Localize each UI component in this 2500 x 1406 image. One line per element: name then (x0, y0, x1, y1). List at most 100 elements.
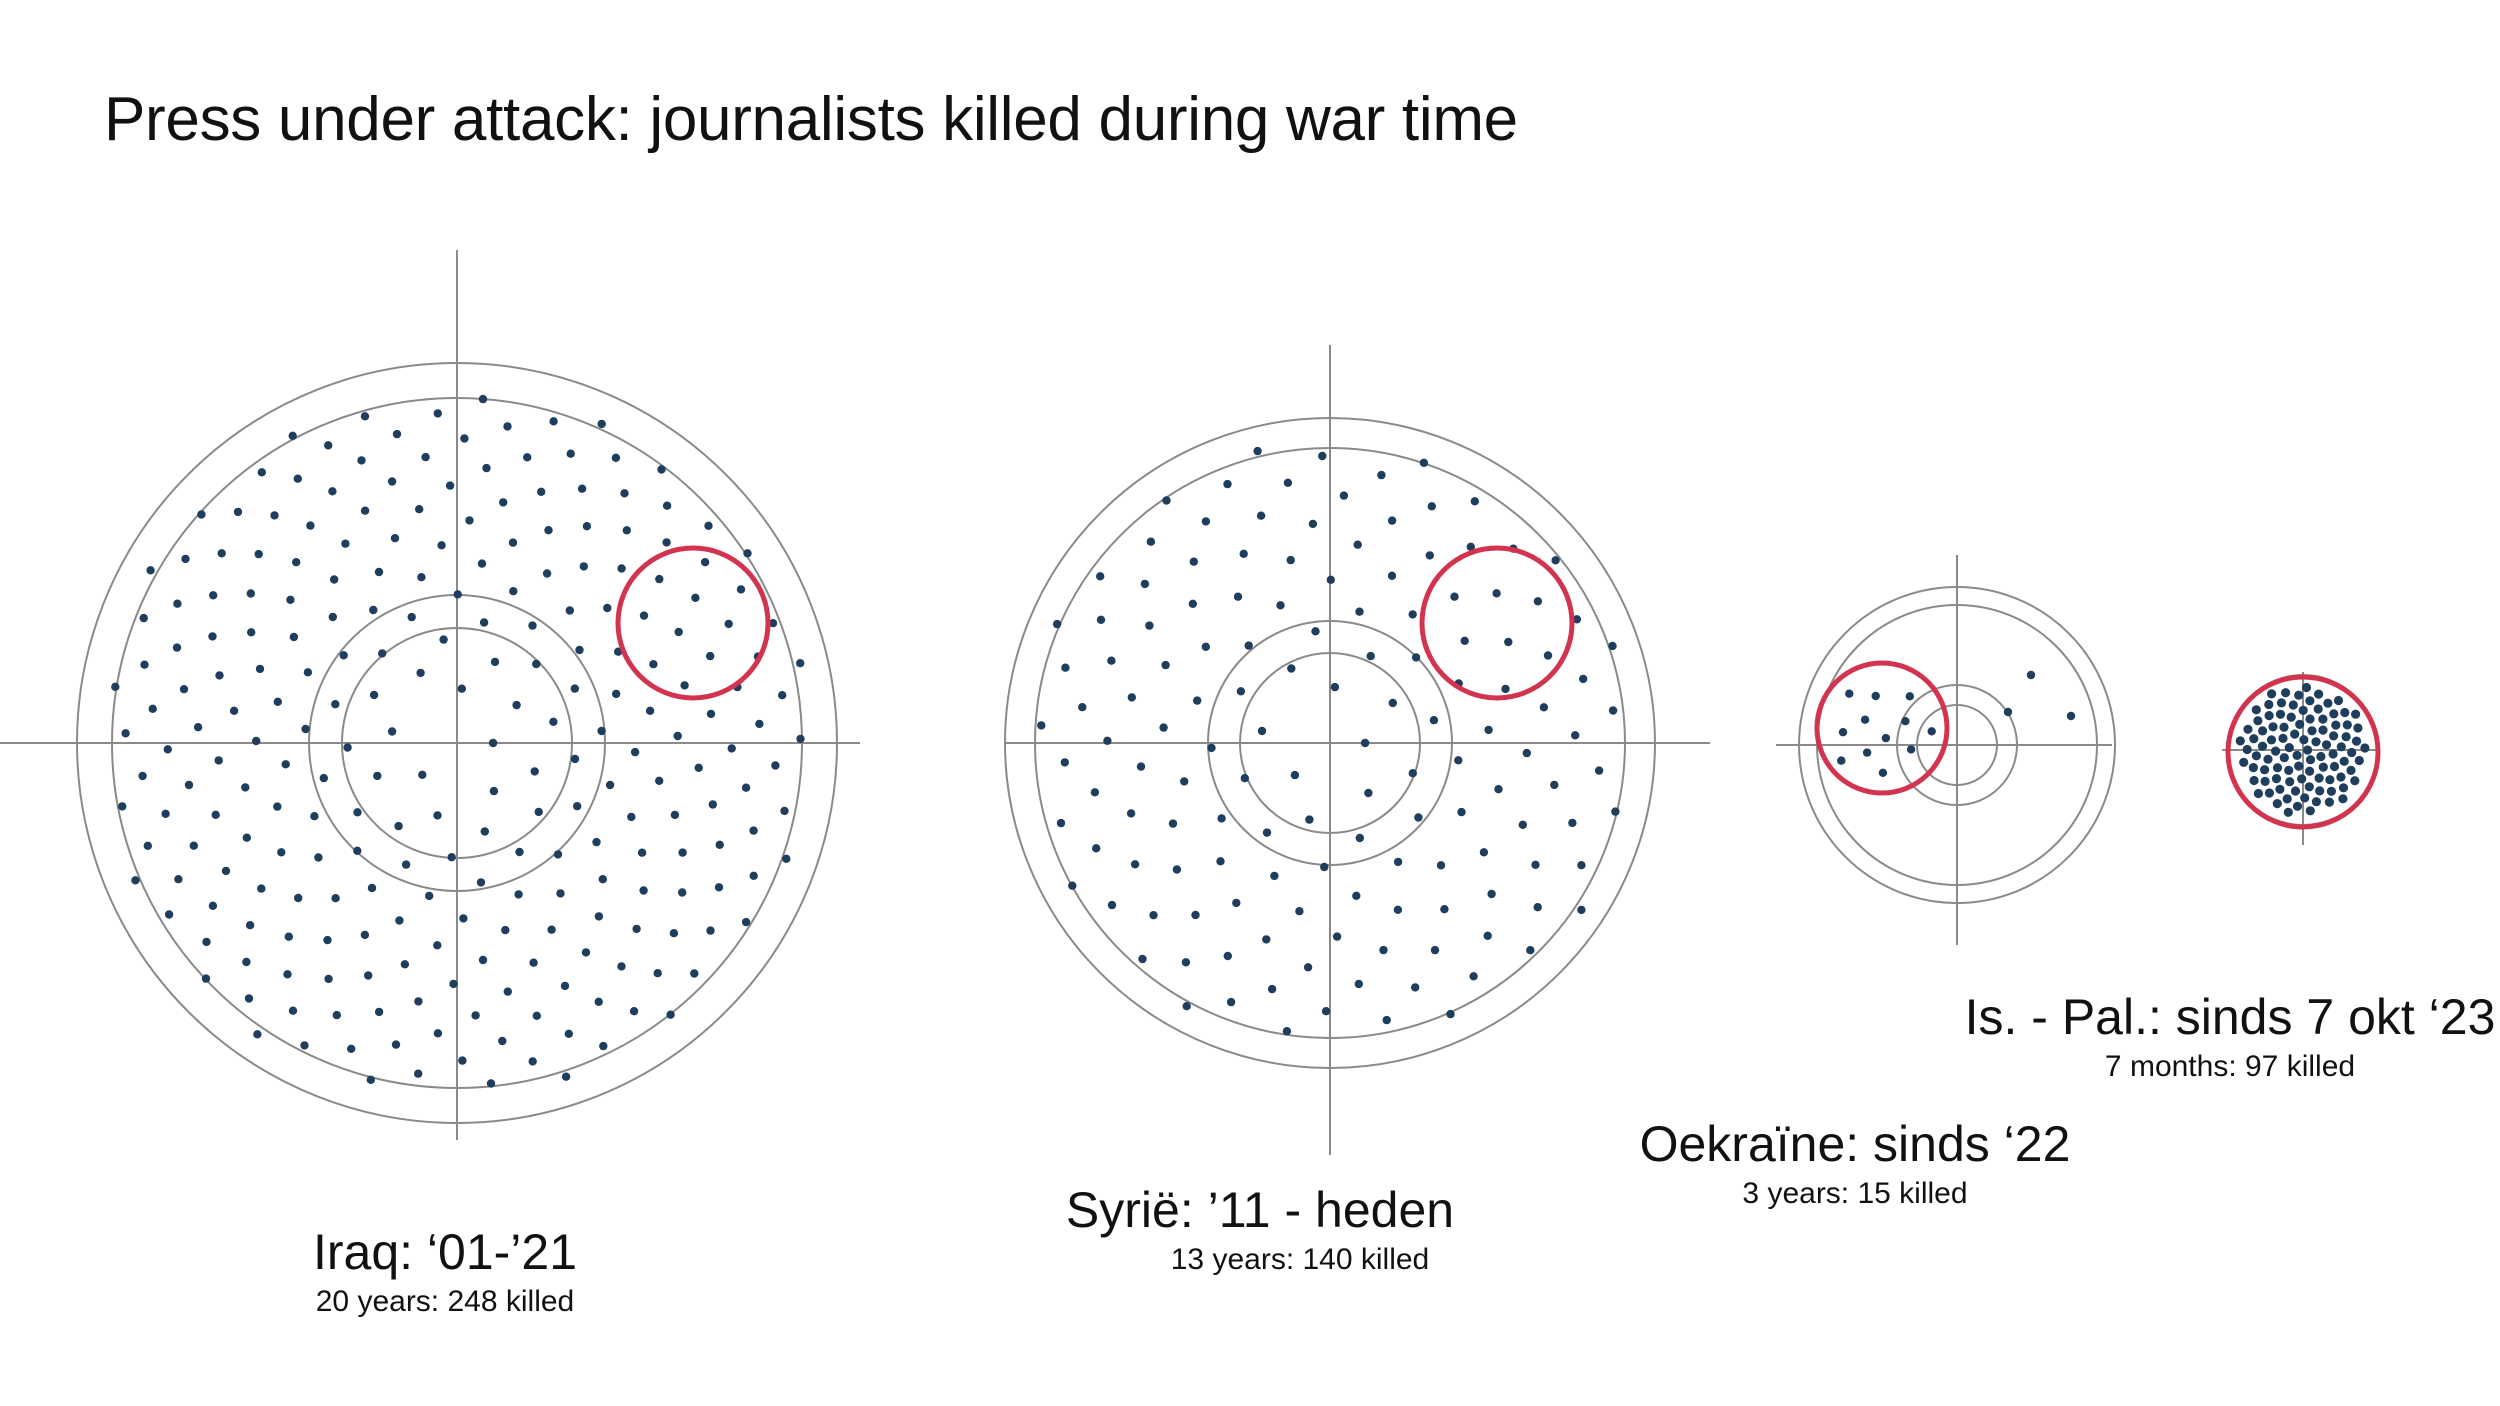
target-0-dot (743, 549, 752, 558)
target-0-dot (193, 723, 203, 732)
target-0-dot (706, 709, 716, 719)
target-1-dot (1149, 911, 1158, 920)
target-1-dot (1253, 446, 1262, 456)
target-1-dot (1090, 788, 1100, 797)
target-1-dot (1608, 706, 1618, 715)
series-caption: 13 years: 140 killed (1170, 1243, 1430, 1276)
target-0-dot (622, 526, 631, 535)
target-1-dot (1533, 903, 1542, 912)
target-0-dot (617, 564, 626, 573)
target-3-dot (2339, 756, 2349, 766)
target-0-dot (288, 431, 297, 440)
target-1-dot (1577, 861, 1586, 870)
target-0-dot (655, 574, 664, 584)
target-3-dot (2305, 766, 2315, 776)
target-0-dot (653, 969, 662, 978)
target-0-dot (478, 955, 488, 965)
target-1-dot (1450, 592, 1459, 601)
target-0-dot (366, 1075, 375, 1085)
target-1-dot (1240, 774, 1250, 783)
target-0-dot (503, 987, 512, 996)
target-0-dot (575, 645, 584, 655)
target-0-dot (181, 554, 190, 564)
target-0-dot (509, 587, 518, 596)
target-0-dot (570, 754, 580, 764)
target-0-dot (564, 1029, 573, 1039)
target-3-dot (2347, 747, 2357, 758)
target-1-dot (1107, 656, 1116, 665)
target-3-dot (2243, 724, 2253, 734)
target-2-dot (1838, 728, 1848, 737)
target-1-dot (1262, 828, 1272, 837)
target-1-dot (1138, 954, 1147, 964)
target-3-dot (2249, 734, 2259, 744)
target-3-dot (2351, 709, 2361, 719)
target-3-dot (2307, 726, 2317, 736)
target-0-dot (306, 521, 315, 530)
target-1-dot (1411, 653, 1421, 662)
target-1-dot (1551, 556, 1560, 565)
target-3-dot (2305, 696, 2315, 706)
target-3-dot (2283, 807, 2293, 817)
target-1-dot (1318, 451, 1327, 461)
label-iraq: Iraq: ‘01-’21 20 years: 248 killed (313, 1225, 577, 1320)
target-0-dot (433, 811, 442, 820)
target-1-dot (1332, 932, 1342, 941)
target-0-dot (523, 453, 532, 462)
target-1-dot (1308, 519, 1318, 529)
target-1-dot (1470, 497, 1480, 506)
target-0-dot (501, 925, 510, 935)
target-1-dot (1276, 601, 1285, 610)
target-0-dot (415, 505, 424, 514)
label-syria: Syrië: ’11 - heden 13 years: 140 killed (1066, 1183, 1454, 1278)
target-3-dot (2294, 690, 2304, 700)
target-0-dot (796, 734, 805, 744)
target-0-dot (202, 937, 211, 947)
target-1-dot (1460, 636, 1469, 645)
target-1-dot (1353, 540, 1362, 549)
target-0-dot (330, 575, 339, 584)
target-3-dot (2311, 797, 2321, 807)
target-3-dot (2266, 735, 2277, 745)
target-0-dot (433, 941, 442, 950)
target-0-dot (708, 800, 717, 809)
target-0-dot (201, 974, 211, 983)
target-3-dot (2351, 736, 2362, 746)
target-0-dot (778, 691, 787, 700)
target-2-dot (1837, 756, 1846, 765)
target-3-dot (2263, 754, 2273, 764)
target-0-dot (459, 914, 468, 923)
target-0-dot (254, 549, 263, 559)
target-1-dot (1355, 607, 1364, 616)
target-1-dot (1479, 848, 1489, 857)
target-2-ring-3 (1916, 704, 1998, 786)
target-1-dot (1201, 642, 1211, 651)
target-1-dot (1425, 551, 1435, 560)
target-1-dot (1217, 814, 1226, 823)
target-0-dot (277, 848, 286, 857)
target-1-dot (1543, 651, 1553, 660)
target-0-dot (247, 628, 256, 637)
target-1-dot (1320, 862, 1329, 872)
target-1-dot (1393, 905, 1403, 914)
target-0-dot (724, 619, 733, 629)
target-0-dot (331, 894, 340, 903)
target-3-dot (2329, 709, 2339, 719)
target-0-dot (281, 760, 290, 769)
target-0-dot (480, 827, 489, 836)
label-ukraine: Oekraïne: sinds ‘22 3 years: 15 killed (1640, 1117, 2071, 1212)
target-1-dot (1180, 777, 1189, 786)
target-0-dot (678, 848, 687, 857)
target-1-dot (1393, 857, 1403, 867)
target-0-dot (782, 854, 791, 863)
target-1-dot (1608, 641, 1617, 651)
target-0-dot (617, 962, 626, 971)
target-0-dot (179, 685, 189, 694)
target-3-dot (2313, 704, 2323, 714)
target-3-dot (2264, 699, 2274, 710)
target-0-dot (341, 539, 350, 548)
target-0-dot (670, 810, 680, 820)
target-3-dot (2258, 726, 2268, 736)
target-1-dot (1387, 516, 1397, 525)
target-0-dot (421, 452, 430, 462)
